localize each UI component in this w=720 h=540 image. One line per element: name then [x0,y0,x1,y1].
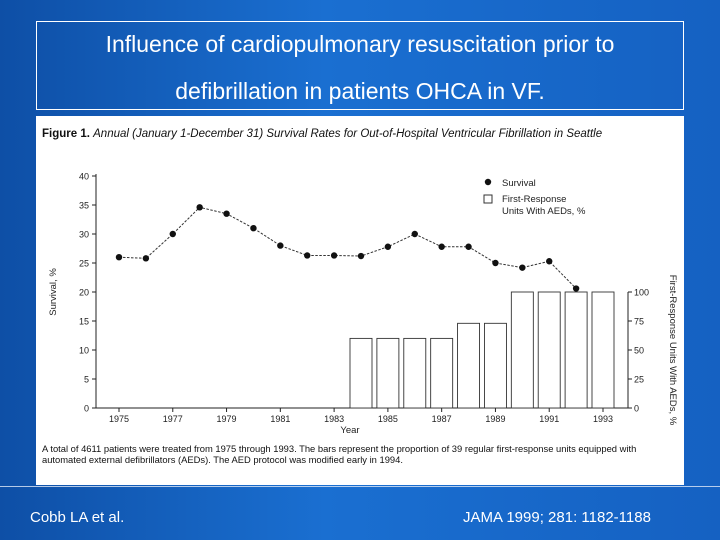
y-tick-label: 5 [84,375,89,385]
survival-point [492,259,499,267]
survival-point [277,242,284,249]
y-tick-label: 15 [79,317,89,327]
survival-point [330,252,338,259]
survival-point [357,252,365,260]
x-axis-label: Year [340,425,359,436]
x-tick-label: 1989 [485,414,505,424]
y2-axis-label: First-Response Units With AEDs, % [667,275,678,426]
x-tick-label: 1993 [593,414,613,424]
aed-bar [537,291,561,409]
survival-point [250,225,257,232]
survival-point [223,210,230,217]
y2-tick-label: 75 [634,317,644,327]
survival-point [142,255,150,262]
aed-bar [403,337,427,409]
figure-caption-text: Annual (January 1-December 31) Survival … [93,128,603,140]
aed-bar [349,337,373,409]
survival-point [572,285,580,292]
y-tick-label: 40 [79,172,89,182]
survival-chart: 0 5 10 15 20 25 30 35 40 0 25 50 75 100 1975 1977 1979 19… [48,172,678,437]
divider [0,486,720,487]
aed-bar [591,291,615,409]
legend-aed-marker [483,194,493,204]
aed-bar [457,322,481,409]
aed-bar [483,322,507,409]
x-tick-label: 1983 [324,414,344,424]
survival-point [115,254,123,261]
figure-caption: Figure 1. Annual (January 1-December 31)… [42,128,672,140]
x-tick-label: 1985 [378,414,398,424]
citation-authors: Cobb LA et al. [30,509,125,526]
y2-tick-label: 100 [634,288,649,298]
x-tick-label: 1977 [163,414,183,424]
aed-bar [564,291,588,409]
survival-point [465,243,472,250]
y-tick-label: 10 [79,346,89,356]
slide-title-line-1: Influence of cardiopulmonary resuscitati… [105,31,615,57]
y-axis-label: Survival, % [48,268,59,316]
y-tick-label: 0 [84,404,89,414]
y-tick-label: 25 [79,259,89,269]
survival-point [411,230,418,238]
aed-bar [430,337,454,409]
figure-footnote: A total of 4611 patients were treated fr… [42,443,637,465]
x-tick-label: 1991 [539,414,559,424]
y2-tick-label: 50 [634,346,644,356]
legend-aed-label: First-Response [502,194,566,205]
figure-label: Figure 1. [42,128,90,140]
y-tick-label: 30 [79,230,89,240]
aed-bar [376,337,400,409]
x-tick-label: 1981 [270,414,290,424]
slide-title-line-2: defibrillation in patients OHCA in VF. [175,78,545,104]
survival-point [546,258,553,265]
survival-point [519,264,526,271]
x-tick-label: 1975 [109,414,129,424]
legend-survival-label: Survival [502,178,536,189]
y2-tick-label: 25 [634,375,644,385]
legend-survival-marker [484,178,492,186]
aed-bar [510,291,534,409]
survival-point [384,243,392,250]
y-tick-label: 20 [79,288,89,298]
x-tick-label: 1979 [217,414,237,424]
citation-journal: JAMA 1999; 281: 1182-1188 [463,509,651,526]
survival-point [169,230,176,238]
survival-point [196,204,203,211]
y-tick-label: 35 [79,201,89,211]
survival-line [118,206,577,289]
survival-point [438,243,445,250]
x-tick-label: 1987 [432,414,452,424]
survival-point [304,252,311,259]
y2-tick-label: 0 [634,404,639,414]
legend-aed-label: Units With AEDs, % [502,206,586,217]
title-box: Influence of cardiopulmonary resuscitati… [36,21,684,110]
scanned-figure: Figure 1. Annual (January 1-December 31)… [36,116,684,485]
